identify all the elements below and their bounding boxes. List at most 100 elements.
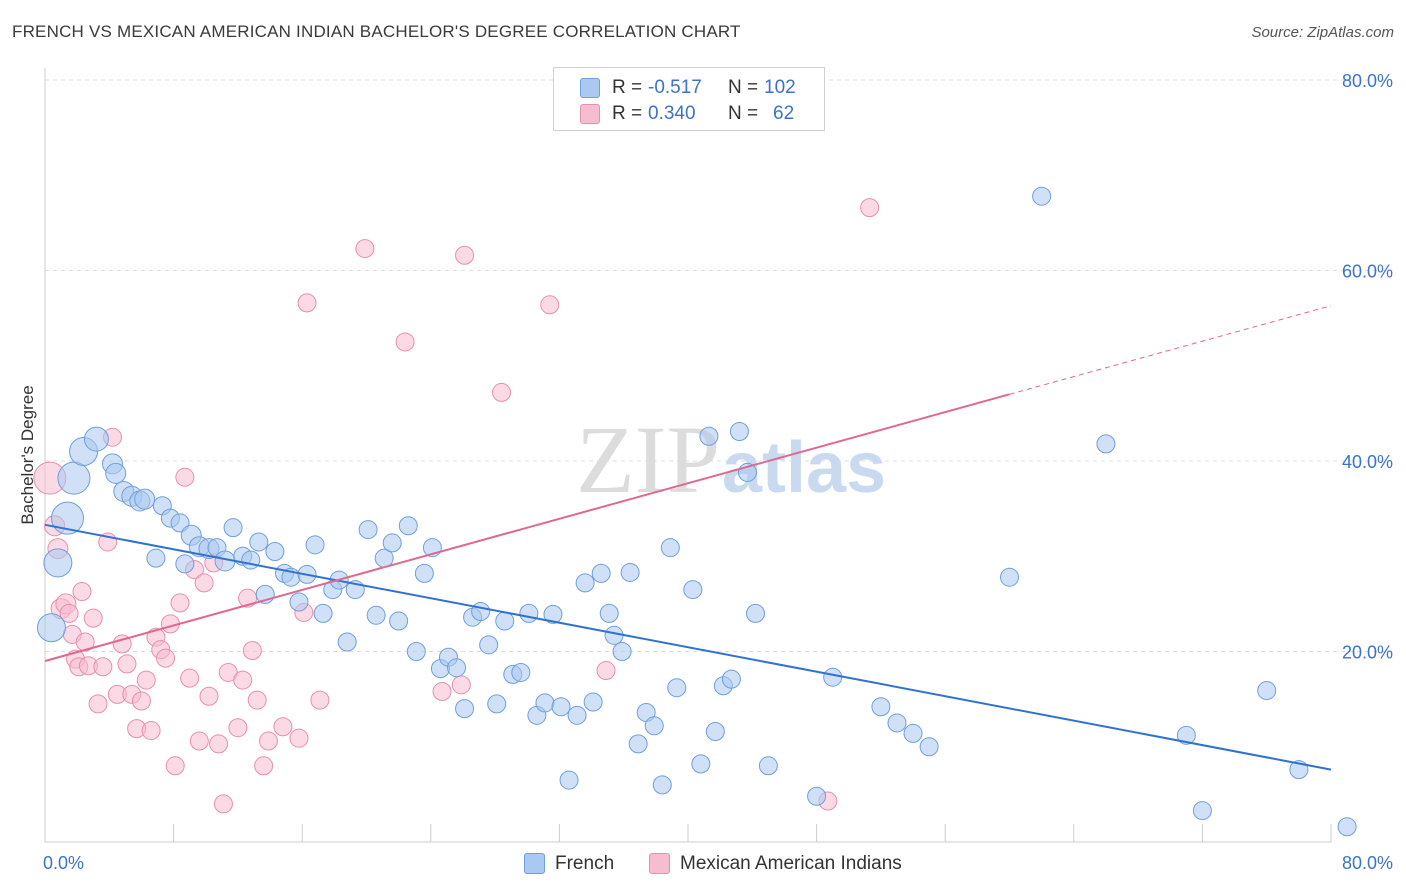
- data-point: [860, 198, 880, 218]
- data-point: [823, 667, 843, 687]
- series-french: [36, 186, 1357, 837]
- data-point: [758, 756, 778, 776]
- legend-r-value: 0.340: [648, 103, 696, 124]
- data-point: [1257, 681, 1277, 701]
- data-point: [88, 694, 108, 714]
- data-point: [273, 717, 293, 737]
- trend-line-mexican-american-indians: [44, 393, 1010, 662]
- data-point: [194, 573, 214, 593]
- legend-n-label: N =: [728, 103, 759, 124]
- data-point: [746, 603, 766, 623]
- data-point: [83, 426, 109, 452]
- data-point: [807, 786, 827, 806]
- y-tick-label: 20.0%: [1342, 643, 1393, 663]
- data-point: [903, 723, 923, 743]
- mexican-american-indians-swatch: [649, 853, 670, 874]
- data-point: [136, 670, 156, 690]
- data-point: [175, 554, 195, 574]
- data-point: [567, 705, 587, 725]
- axes: [44, 68, 1332, 843]
- data-point: [667, 678, 687, 698]
- legend-r-value: -0.517: [648, 77, 702, 98]
- legend-r-label: R =: [612, 103, 643, 124]
- data-point: [223, 518, 243, 538]
- data-point: [395, 332, 415, 352]
- data-point: [233, 670, 253, 690]
- data-point: [871, 697, 891, 717]
- data-point: [105, 462, 127, 484]
- data-point: [591, 563, 611, 583]
- legend-n-value: 102: [764, 77, 796, 98]
- data-point: [540, 295, 560, 315]
- data-point: [134, 488, 156, 510]
- data-point: [382, 533, 402, 553]
- chart-title: FRENCH VS MEXICAN AMERICAN INDIAN BACHEL…: [12, 22, 741, 41]
- data-point: [1032, 186, 1052, 206]
- data-point: [455, 245, 475, 265]
- data-point: [535, 693, 555, 713]
- data-point: [131, 691, 151, 711]
- data-point: [180, 668, 200, 688]
- data-point: [691, 754, 711, 774]
- data-point: [575, 573, 595, 593]
- y-tick-label: 40.0%: [1342, 452, 1393, 472]
- data-point: [43, 548, 73, 578]
- data-point: [59, 603, 79, 623]
- legend-n-value: 62: [773, 103, 795, 124]
- data-point: [683, 580, 703, 600]
- data-point: [83, 608, 103, 628]
- tick-labels: 20.0% 40.0% 60.0% 80.0% 0.0% 80.0%: [43, 71, 1393, 873]
- data-point: [36, 613, 66, 643]
- trend-lines: [44, 305, 1332, 771]
- data-point: [1192, 801, 1212, 821]
- legend-r-label: R =: [612, 77, 643, 98]
- data-point: [366, 605, 386, 625]
- data-point: [355, 239, 375, 259]
- data-point: [305, 535, 325, 555]
- data-point: [414, 563, 434, 583]
- mexican-american-indians-swatch: [580, 104, 600, 124]
- x-tick-label: 0.0%: [43, 853, 84, 873]
- french-swatch: [524, 853, 545, 874]
- data-point: [146, 548, 166, 568]
- data-point: [652, 775, 672, 795]
- data-point: [492, 382, 512, 402]
- data-point: [543, 604, 563, 624]
- data-point: [189, 731, 209, 751]
- data-point: [337, 632, 357, 652]
- data-point: [289, 592, 309, 612]
- legend-label-mexican-american-indians: Mexican American Indians: [680, 853, 902, 874]
- source-label: Source: ZipAtlas.com: [1251, 24, 1394, 41]
- data-point: [313, 603, 333, 623]
- data-point: [620, 562, 640, 582]
- watermark-zip: ZIP: [576, 406, 720, 513]
- y-tick-label: 60.0%: [1342, 262, 1393, 282]
- data-point: [628, 734, 648, 754]
- data-point: [1337, 817, 1357, 837]
- data-point: [389, 611, 409, 631]
- data-point: [156, 648, 176, 668]
- data-point: [75, 632, 95, 652]
- data-point: [1000, 567, 1019, 587]
- y-tick-label: 80.0%: [1342, 71, 1393, 91]
- trend-line-extension: [1009, 305, 1332, 395]
- data-point: [358, 520, 378, 540]
- data-point: [72, 581, 92, 601]
- data-point: [721, 669, 741, 689]
- data-point: [258, 731, 278, 751]
- french-swatch: [580, 78, 600, 98]
- data-point: [141, 721, 161, 741]
- data-point: [432, 682, 452, 702]
- data-point: [242, 641, 262, 661]
- data-point: [1176, 725, 1196, 745]
- data-point: [583, 692, 603, 712]
- data-point: [117, 654, 137, 674]
- data-point: [479, 635, 499, 655]
- data-point: [471, 601, 491, 621]
- data-point: [209, 734, 229, 754]
- legend-label-french: French: [555, 853, 615, 874]
- data-point: [93, 657, 113, 677]
- data-point: [519, 603, 539, 623]
- data-point: [699, 426, 719, 446]
- data-point: [451, 675, 471, 695]
